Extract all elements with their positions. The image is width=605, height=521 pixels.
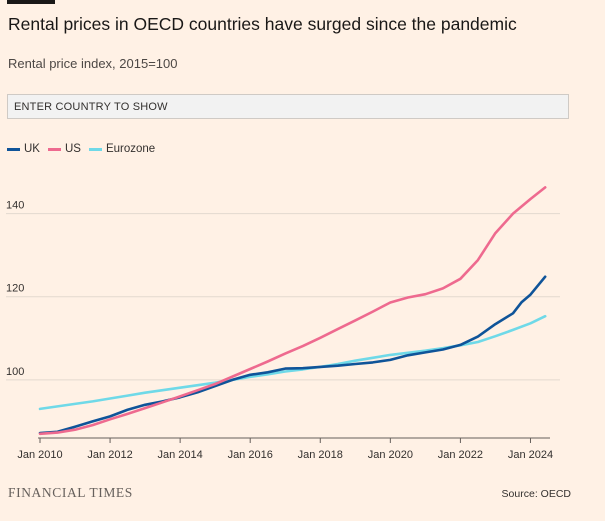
- y-tick-label-140: 140: [6, 200, 24, 212]
- x-tick-label-2020: Jan 2020: [368, 449, 413, 461]
- legend-label-eurozone: Eurozone: [105, 143, 156, 155]
- y-tick-label-120: 120: [6, 283, 24, 295]
- legend-label-us: US: [64, 143, 81, 155]
- page-subtitle: Rental price index, 2015=100: [8, 56, 178, 71]
- x-tick-label-2014: Jan 2014: [158, 449, 203, 461]
- legend-swatch-us: [47, 147, 61, 151]
- legend-swatch-eurozone: [88, 147, 102, 151]
- series-line-eurozone: [38, 314, 547, 411]
- x-tick-label-2022: Jan 2022: [438, 449, 483, 461]
- country-search-input[interactable]: ENTER COUNTRY TO SHOW: [7, 94, 569, 119]
- chart-legend: UK US Eurozone: [7, 143, 155, 155]
- legend-swatch-uk: [7, 147, 20, 151]
- page-title: Rental prices in OECD countries have sur…: [8, 14, 517, 34]
- x-tick-label-2012: Jan 2012: [87, 449, 132, 461]
- ft-logo: FINANCIAL TIMES: [8, 485, 133, 500]
- x-tick-label-2018: Jan 2018: [298, 449, 343, 461]
- legend-item-uk: UK: [7, 143, 40, 155]
- legend-item-eurozone: Eurozone: [88, 143, 156, 155]
- brand-top-bar: [7, 0, 55, 4]
- line-chart: 100 120 140 Jan 2010 Jan 2012 Jan 2014 Jan 201…: [6, 186, 560, 461]
- series-line-us: [38, 186, 547, 436]
- source-note: Source: OECD: [501, 488, 571, 500]
- x-tick-label-2010: Jan 2010: [17, 449, 62, 461]
- legend-item-us: US: [47, 143, 81, 155]
- series-line-uk: [38, 275, 547, 435]
- x-tick-label-2024: Jan 2024: [508, 449, 553, 461]
- legend-label-uk: UK: [24, 143, 40, 155]
- y-tick-label-100: 100: [6, 366, 24, 378]
- x-tick-label-2016: Jan 2016: [228, 449, 273, 461]
